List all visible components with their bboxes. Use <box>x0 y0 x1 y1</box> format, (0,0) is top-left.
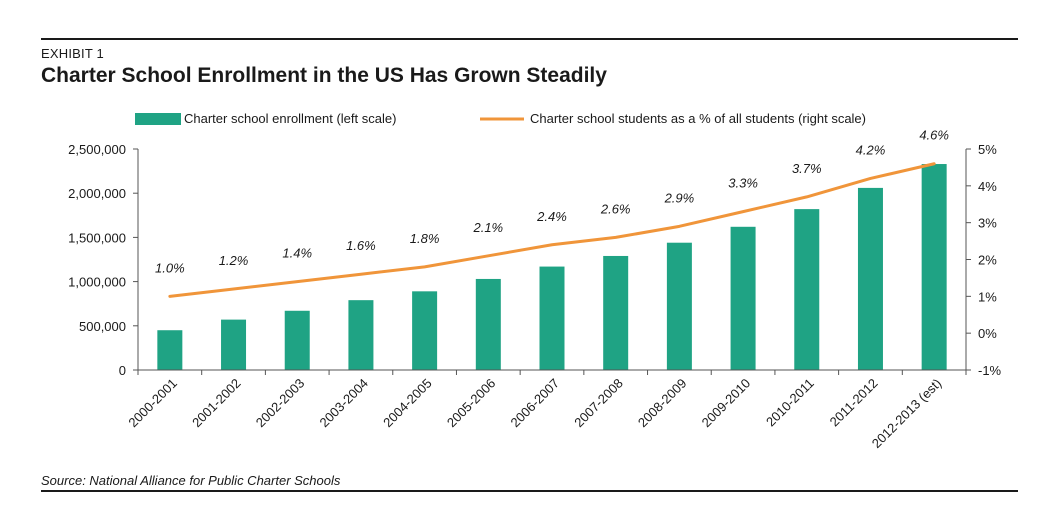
left-tick-label: 2,000,000 <box>68 186 126 201</box>
x-tick-label: 2012-2013 (est) <box>869 376 945 452</box>
right-axis-ticks: -1% 0% 1% 2% 3% 4% 5% <box>966 142 1002 378</box>
right-tick-label: 3% <box>978 216 997 231</box>
bar-2009-2010 <box>730 226 756 370</box>
bar-2001-2002 <box>221 319 247 370</box>
bar-2003-2004 <box>348 300 374 370</box>
bar-2007-2008 <box>603 255 629 370</box>
bottom-rule <box>41 490 1018 492</box>
line-series <box>168 162 936 298</box>
x-tick-label: 2009-2010 <box>699 376 754 431</box>
chart-title: Charter School Enrollment in the US Has … <box>41 64 607 87</box>
right-tick-label: 2% <box>978 253 997 268</box>
x-tick-label: 2002-2003 <box>253 376 308 431</box>
source-note: Source: National Alliance for Public Cha… <box>41 473 341 488</box>
left-tick-label: 500,000 <box>79 319 126 334</box>
x-tick-label: 2000-2001 <box>125 376 180 431</box>
x-tick-label: 2007-2008 <box>571 376 626 431</box>
percent-label: 4.2% <box>856 142 886 157</box>
left-tick-label: 0 <box>119 363 126 378</box>
x-tick-label: 2011-2012 <box>827 376 881 430</box>
legend: Charter school enrollment (left scale) C… <box>135 111 866 126</box>
right-tick-label: 5% <box>978 142 997 157</box>
left-tick-label: 1,500,000 <box>68 230 126 245</box>
percent-label: 1.4% <box>282 246 312 261</box>
percent-label: 2.1% <box>472 220 503 235</box>
x-tick-label: 2006-2007 <box>508 376 563 431</box>
left-tick-label: 1,000,000 <box>68 275 126 290</box>
left-axis-ticks: 0 500,000 1,000,000 1,500,000 2,000,000 2,500… <box>68 142 138 378</box>
x-tick-label: 2008-2009 <box>635 376 690 431</box>
percent-label: 1.0% <box>155 260 185 275</box>
bar-2004-2005 <box>412 291 438 370</box>
bar-2011-2012 <box>857 187 883 370</box>
bar-2002-2003 <box>284 310 310 370</box>
bar-series <box>157 164 947 370</box>
bar-2010-2011 <box>794 209 820 370</box>
exhibit-label: EXHIBIT 1 <box>41 46 104 61</box>
x-tick-label: 2005-2006 <box>444 376 499 431</box>
x-tick-label: 2004-2005 <box>380 376 435 431</box>
percent-label: 2.6% <box>600 201 631 216</box>
percent-line <box>168 162 936 298</box>
x-tick-label: 2003-2004 <box>316 376 371 431</box>
bar-2006-2007 <box>539 266 565 370</box>
percent-label: 3.3% <box>728 176 758 191</box>
bar-2005-2006 <box>475 278 501 370</box>
bar-2012-2013 (est) <box>921 164 947 370</box>
x-tick-label: 2010-2011 <box>763 376 817 430</box>
percent-label: 3.7% <box>792 161 822 176</box>
x-tick-label: 2001-2002 <box>189 376 244 431</box>
bar-2008-2009 <box>666 242 692 370</box>
percent-label: 4.6% <box>919 128 949 143</box>
right-tick-label: 0% <box>978 326 997 341</box>
legend-bar-label: Charter school enrollment (left scale) <box>184 111 396 126</box>
left-tick-label: 2,500,000 <box>68 142 126 157</box>
right-tick-label: 1% <box>978 289 997 304</box>
right-tick-label: 4% <box>978 179 997 194</box>
right-tick-label: -1% <box>978 363 1002 378</box>
percent-label: 2.9% <box>664 190 695 205</box>
line-data-labels: 1.0% 1.2% 1.4% 1.6% 1.8% 2.1% 2.4% 2.6% 2.9% 3.3%… <box>155 128 949 276</box>
percent-label: 1.8% <box>410 231 440 246</box>
x-axis-ticks: 2000-2001 2001-2002 2002-2003 2003-2004 2004… <box>125 370 967 452</box>
percent-label: 1.2% <box>219 253 249 268</box>
percent-label: 2.4% <box>536 209 567 224</box>
bar-2000-2001 <box>157 330 183 370</box>
legend-line-label: Charter school students as a % of all st… <box>530 111 866 126</box>
percent-label: 1.6% <box>346 238 376 253</box>
top-rule <box>41 38 1018 40</box>
legend-bar-swatch <box>135 113 181 125</box>
